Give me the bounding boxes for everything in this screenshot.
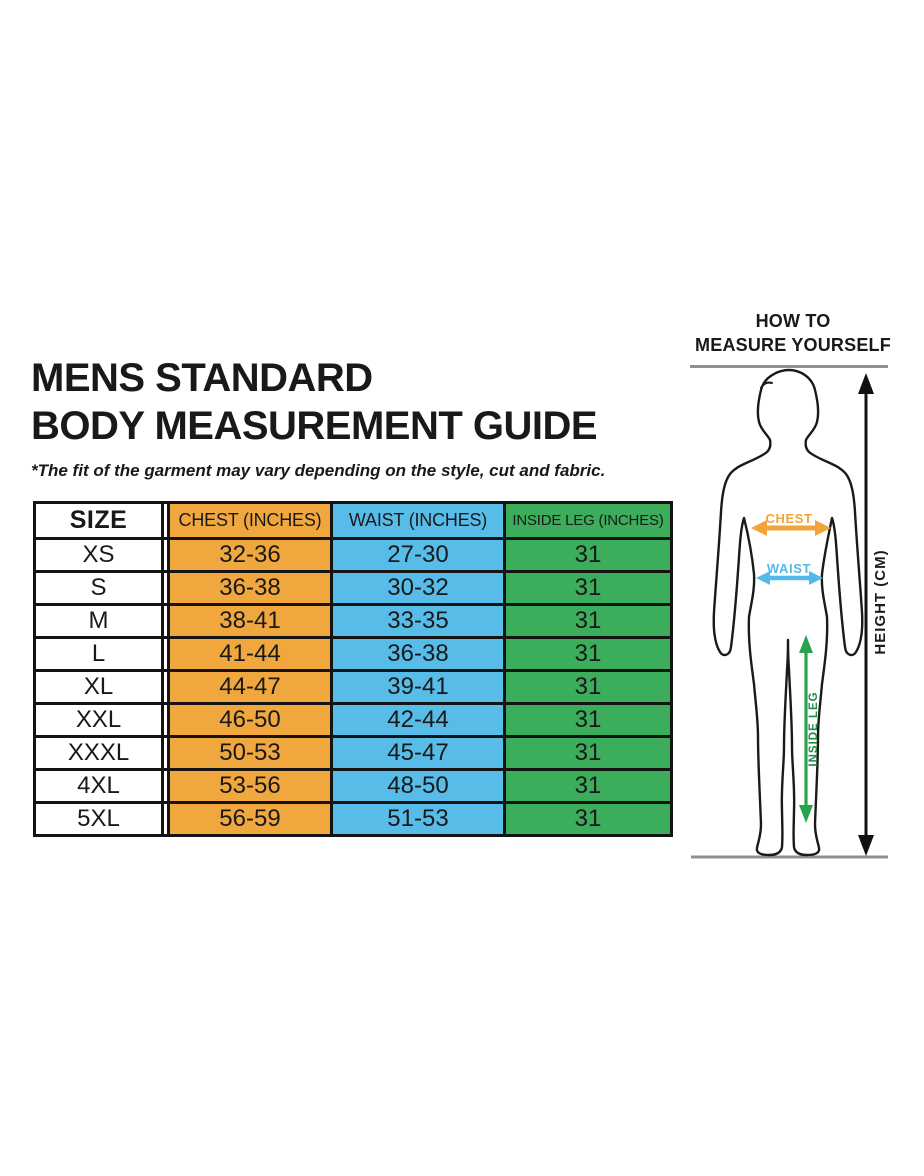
chest-arrow-icon xyxy=(751,520,831,536)
page-title-line1: MENS STANDARD xyxy=(31,356,373,400)
waist-cell: 30-32 xyxy=(333,573,503,603)
chest-cell: 53-56 xyxy=(170,771,330,801)
inside-leg-cell: 31 xyxy=(506,804,670,834)
table-spacer xyxy=(164,738,167,768)
size-cell: XXXL xyxy=(36,738,161,768)
waist-cell: 45-47 xyxy=(333,738,503,768)
measure-guide-heading-line2: MEASURE YOURSELF xyxy=(695,335,891,355)
column-header-inside-leg: INSIDE LEG (INCHES) xyxy=(506,504,670,537)
column-header-size: SIZE xyxy=(36,504,161,537)
inside-leg-cell: 31 xyxy=(506,771,670,801)
chest-label: CHEST xyxy=(765,511,812,526)
page-title-line2: BODY MEASUREMENT GUIDE xyxy=(31,404,598,448)
measure-guide-heading: HOW TO MEASURE YOURSELF xyxy=(688,309,898,357)
size-table: SIZE CHEST (INCHES) WAIST (INCHES) INSID… xyxy=(33,501,673,837)
page-title: MENS STANDARD BODY MEASUREMENT GUIDE xyxy=(31,354,598,450)
size-cell: S xyxy=(36,573,161,603)
table-spacer xyxy=(164,771,167,801)
inside-leg-cell: 31 xyxy=(506,705,670,735)
size-cell: XS xyxy=(36,540,161,570)
table-spacer xyxy=(164,540,167,570)
inside-leg-cell: 31 xyxy=(506,639,670,669)
waist-cell: 33-35 xyxy=(333,606,503,636)
chest-cell: 36-38 xyxy=(170,573,330,603)
size-cell: 4XL xyxy=(36,771,161,801)
column-header-waist: WAIST (INCHES) xyxy=(333,504,503,537)
waist-cell: 51-53 xyxy=(333,804,503,834)
height-arrow-icon xyxy=(858,373,874,856)
size-cell: XL xyxy=(36,672,161,702)
hair-detail xyxy=(760,381,773,389)
size-cell: 5XL xyxy=(36,804,161,834)
waist-arrow-icon xyxy=(756,571,823,585)
table-spacer xyxy=(164,606,167,636)
chest-cell: 38-41 xyxy=(170,606,330,636)
inside-leg-cell: 31 xyxy=(506,606,670,636)
size-cell: M xyxy=(36,606,161,636)
chest-cell: 44-47 xyxy=(170,672,330,702)
table-spacer xyxy=(164,573,167,603)
table-spacer xyxy=(164,639,167,669)
column-header-chest: CHEST (INCHES) xyxy=(170,504,330,537)
table-spacer xyxy=(164,672,167,702)
heading-underline xyxy=(690,365,888,368)
table-spacer xyxy=(164,804,167,834)
chest-cell: 56-59 xyxy=(170,804,330,834)
height-label: HEIGHT (CM) xyxy=(872,549,889,654)
inside-leg-cell: 31 xyxy=(506,672,670,702)
body-outline xyxy=(712,368,864,857)
waist-cell: 27-30 xyxy=(333,540,503,570)
inside-leg-label: INSIDE LEG xyxy=(808,691,820,766)
size-cell: L xyxy=(36,639,161,669)
inside-leg-cell: 31 xyxy=(506,573,670,603)
waist-cell: 42-44 xyxy=(333,705,503,735)
inside-leg-cell: 31 xyxy=(506,738,670,768)
fit-disclaimer: *The fit of the garment may vary dependi… xyxy=(31,461,606,480)
chest-cell: 50-53 xyxy=(170,738,330,768)
waist-cell: 39-41 xyxy=(333,672,503,702)
chest-cell: 32-36 xyxy=(170,540,330,570)
size-cell: XXL xyxy=(36,705,161,735)
measure-guide-heading-line1: HOW TO xyxy=(755,311,831,331)
table-spacer xyxy=(164,705,167,735)
inside-leg-cell: 31 xyxy=(506,540,670,570)
chest-cell: 46-50 xyxy=(170,705,330,735)
table-spacer xyxy=(164,504,167,537)
measurement-figure: CHEST WAIST INSIDE LEG HEIGHT (CM) xyxy=(691,368,889,859)
inside-leg-arrow-icon xyxy=(799,635,813,823)
chest-cell: 41-44 xyxy=(170,639,330,669)
waist-label: WAIST xyxy=(767,561,811,576)
waist-cell: 48-50 xyxy=(333,771,503,801)
waist-cell: 36-38 xyxy=(333,639,503,669)
